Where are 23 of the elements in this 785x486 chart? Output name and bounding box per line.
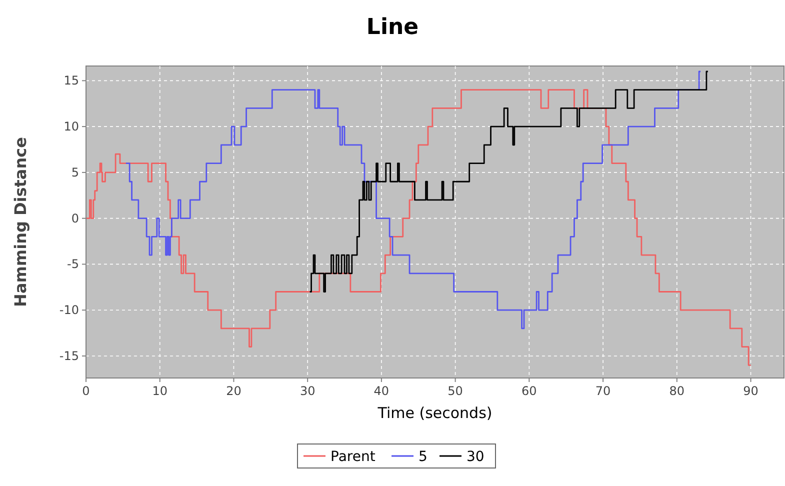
y-tick-label: 10 (64, 120, 79, 134)
x-tick-label: 70 (595, 384, 611, 398)
legend-label: Parent (330, 449, 376, 465)
y-tick-label: 0 (71, 211, 79, 226)
y-tick-label: -5 (67, 257, 79, 272)
y-tick-label: -10 (59, 303, 79, 318)
x-tick-label: 30 (300, 384, 316, 398)
x-tick-label: 90 (743, 384, 758, 398)
x-tick-label: 50 (448, 384, 463, 398)
x-tick-label: 10 (152, 384, 168, 398)
y-tick-label: 5 (71, 165, 79, 180)
y-tick-label: 15 (64, 74, 79, 88)
x-tick-label: 40 (374, 384, 390, 398)
chart-title: Line (366, 15, 419, 40)
x-tick-label: 60 (522, 384, 537, 398)
y-tick-label: -15 (59, 348, 79, 363)
y-axis-title: Hamming Distance (11, 136, 30, 307)
x-tick-label: 80 (669, 384, 685, 398)
legend-label: 5 (418, 449, 428, 465)
x-tick-label: 0 (82, 384, 90, 398)
legend-label: 30 (466, 449, 484, 465)
x-axis-title: Time (seconds) (376, 404, 492, 422)
x-tick-label: 20 (226, 384, 242, 398)
